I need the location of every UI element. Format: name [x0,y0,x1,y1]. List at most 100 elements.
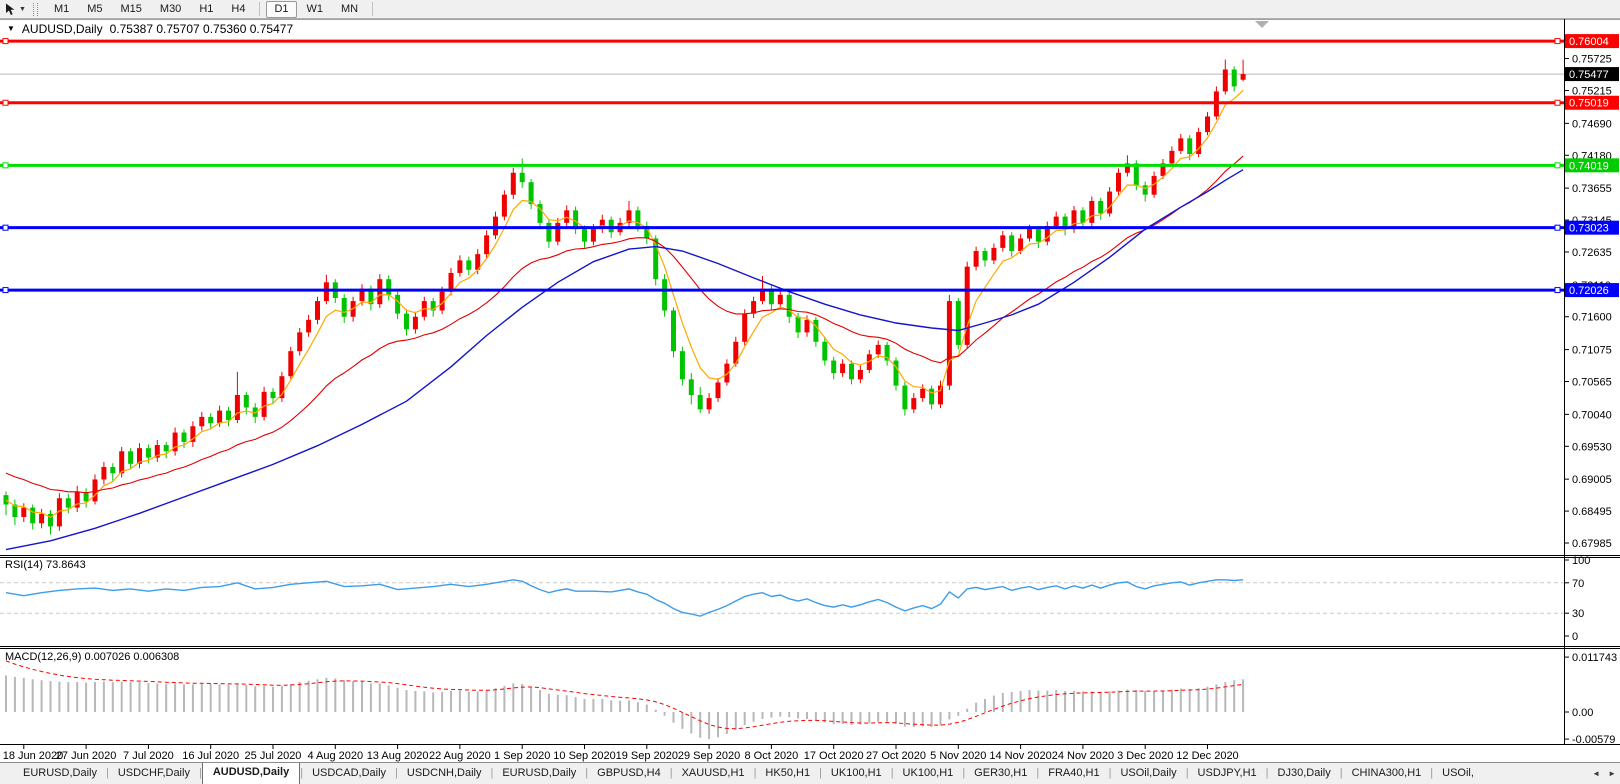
tab-usdjpy-h1[interactable]: USDJPY,H1 [1197,767,1257,779]
tf-d1-button[interactable]: D1 [266,0,297,18]
tf-mn-button[interactable]: MN [341,2,359,15]
tab-china300-h1[interactable]: CHINA300,H1 [1351,767,1422,779]
tab-separator: | [819,767,822,779]
tab-ger30-h1[interactable]: GER30,H1 [974,767,1028,779]
tab-uk100-h1[interactable]: UK100,H1 [830,767,882,779]
horizontal-line-0.75019[interactable] [0,99,1564,106]
tab-separator: | [105,767,109,779]
macd-tick-label: -0.00579 [1572,734,1615,746]
tab-dj30-daily[interactable]: DJ30,Daily [1277,767,1331,779]
horizontal-line-0.73023[interactable] [0,224,1564,231]
date-tick-label: 12 Dec 2020 [1176,750,1238,762]
cursor-icon [6,3,15,15]
tab-separator: | [198,767,202,779]
toolbar-separator [372,2,374,16]
chart-background [0,19,1620,762]
symbol-info-arrow-icon[interactable]: ▼ [7,24,15,33]
tab-scroll-left-button[interactable]: ◄ [1592,769,1601,778]
tab-uk100-h1[interactable]: UK100,H1 [902,767,954,779]
price-label-box [1565,34,1619,49]
tf-h1-button[interactable]: H1 [199,2,214,15]
tab-eurusd-daily[interactable]: EURUSD,Daily [502,767,577,779]
toolbar-grip [32,2,38,16]
chevron-down-icon[interactable]: ▼ [19,5,26,13]
tab-usdcad-daily[interactable]: USDCAD,Daily [312,767,387,779]
price-label-box-text: 0.72026 [1569,285,1609,297]
tab-audusd-daily[interactable]: AUDUSD,Daily [201,763,301,784]
tab-separator: | [490,767,494,779]
macd-indicator-label: MACD(12,26,9) 0.007026 0.006308 [5,651,179,663]
horizontal-line-0.74019[interactable] [0,162,1564,169]
tab-separator: | [1108,767,1112,779]
tab-usdcnh-daily[interactable]: USDCNH,Daily [406,767,482,779]
tab-separator: | [669,767,673,779]
price-axis[interactable]: 0.757250.752150.746900.741800.736550.731… [1564,19,1619,746]
tf-m30-button[interactable]: M30 [159,2,182,15]
date-tick-label: 22 Aug 2020 [429,750,491,762]
tab-separator: | [962,767,966,779]
chart-cursor-tool[interactable]: ▼ [0,3,30,16]
price-label-box [1565,283,1619,298]
tab-separator: | [1036,767,1040,779]
chart-title-ohlc: 0.75387 0.75707 0.75360 0.75477 [109,22,294,36]
date-tick-label: 29 Sep 2020 [678,750,740,762]
tab-usdchf-daily[interactable]: USDCHF,Daily [117,767,190,779]
price-tick-label: 0.70040 [1572,409,1612,421]
price-label-box-text: 0.76004 [1569,36,1609,48]
line-handle[interactable] [1554,99,1561,106]
price-tick-label: 0.75725 [1572,54,1612,66]
rsi-line [5,579,1244,617]
price-label-box-text: 0.74019 [1569,160,1609,172]
macd-pane[interactable] [5,660,1245,740]
timeframe-toolbar: ▼ M1 M5 M15 M30 H1 H4 D1 W1 MN [0,0,1620,19]
macd-signal-line [5,660,1244,730]
rsi-tick-label: 70 [1572,578,1584,590]
rsi-name: RSI(14) [5,559,43,571]
line-handle[interactable] [2,162,9,169]
macd-values: 0.007026 0.006308 [84,651,180,663]
price-label-box-text: 0.75019 [1569,98,1609,110]
horizontal-line-0.72026[interactable] [0,287,1564,294]
rsi-indicator-label: RSI(14) 73.8643 [5,559,86,571]
line-handle[interactable] [1554,287,1561,294]
price-tick-label: 0.68495 [1572,506,1612,518]
horizontal-line-0.76004[interactable] [0,38,1564,45]
rsi-pane[interactable] [0,579,1564,617]
line-handle[interactable] [2,38,9,45]
tab-scroll-right-button[interactable]: ► [1608,769,1616,778]
line-handle[interactable] [2,224,9,231]
chart-title-symbol: AUDUSD,Daily [21,22,103,36]
price-tick-label: 0.69530 [1572,441,1612,453]
tab-eurusd-daily[interactable]: EURUSD,Daily [23,767,97,779]
tab-xauusd-h1[interactable]: XAUUSD,H1 [681,767,745,779]
tab-separator: | [1430,767,1434,779]
tab-hk50-h1[interactable]: HK50,H1 [765,767,811,779]
date-tick-label: 5 Nov 2020 [930,750,986,762]
toolbar-separator [259,2,261,16]
tab-gbpusd-h4[interactable]: GBPUSD,H4 [597,767,661,779]
line-handle[interactable] [2,287,9,294]
date-tick-label: 13 Aug 2020 [367,750,429,762]
tab-usoil[interactable]: USOil, [1442,767,1474,779]
line-handle[interactable] [1554,162,1561,169]
chart-shift-marker-icon[interactable] [1255,21,1269,28]
line-handle[interactable] [1554,224,1561,231]
date-tick-label: 4 Aug 2020 [307,750,363,762]
ma-slow-line [5,169,1244,551]
tf-w1-button[interactable]: W1 [306,2,324,15]
tab-usoil-daily[interactable]: USOil,Daily [1120,767,1177,779]
tab-fra40-h1[interactable]: FRA40,H1 [1048,767,1100,779]
tf-m5-button[interactable]: M5 [87,2,103,15]
price-tick-label: 0.69005 [1572,474,1612,486]
tf-m1-button[interactable]: M1 [53,2,70,15]
date-tick-label: 27 Oct 2020 [866,750,926,762]
tf-m15-button[interactable]: M15 [120,2,142,15]
line-handle[interactable] [1554,38,1561,45]
tf-h4-button[interactable]: H4 [231,2,246,15]
price-tick-label: 0.70565 [1572,377,1612,389]
price-label-box [1565,95,1619,110]
line-handle[interactable] [2,99,9,106]
price-pane[interactable] [0,38,1564,551]
